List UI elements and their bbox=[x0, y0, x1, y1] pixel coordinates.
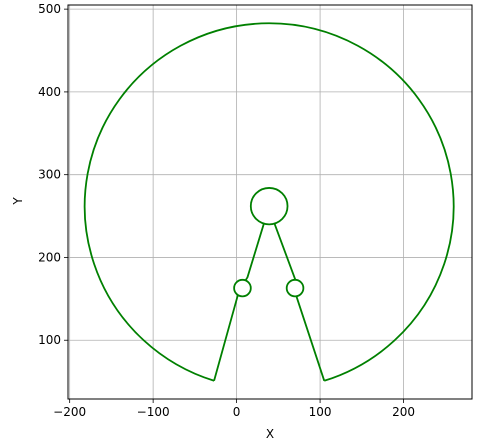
x-tick-label: 200 bbox=[392, 405, 415, 419]
plot-frame bbox=[67, 4, 473, 400]
x-tick-label: −100 bbox=[137, 405, 170, 419]
axis-ticks: −200 −100 0 100 200 100 200 300 400 500 bbox=[38, 2, 415, 419]
x-tick-label: −200 bbox=[53, 405, 86, 419]
grid bbox=[68, 5, 472, 399]
y-tick-label: 300 bbox=[38, 168, 61, 182]
y-tick-label: 500 bbox=[38, 2, 61, 16]
plot-area bbox=[83, 22, 455, 382]
side-knob-circle bbox=[233, 278, 252, 298]
x-axis-label: X bbox=[266, 427, 274, 441]
y-tick-label: 100 bbox=[38, 333, 61, 347]
y-tick-label: 200 bbox=[38, 250, 61, 264]
top-knob-circle bbox=[249, 187, 289, 226]
y-axis-label: Y bbox=[11, 197, 25, 206]
y-tick-label: 400 bbox=[38, 85, 61, 99]
inner-keyhole-path bbox=[213, 221, 326, 382]
x-tick-label: 0 bbox=[233, 405, 241, 419]
side-knob-circle bbox=[285, 278, 305, 298]
x-tick-label: 100 bbox=[309, 405, 332, 419]
outer-circle-arc bbox=[83, 22, 455, 382]
